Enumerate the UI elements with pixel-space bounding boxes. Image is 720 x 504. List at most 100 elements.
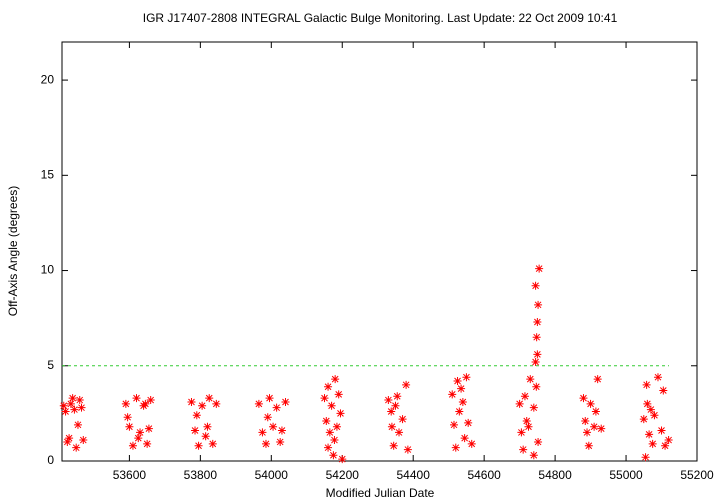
y-tick-label: 20 <box>41 72 55 86</box>
data-point <box>464 418 473 427</box>
data-point <box>531 357 540 366</box>
x-tick-label: 54400 <box>397 468 431 482</box>
data-point <box>332 422 341 431</box>
x-tick-label: 54800 <box>538 468 572 482</box>
data-point <box>457 384 466 393</box>
data-point <box>398 415 407 424</box>
data-point <box>261 439 270 448</box>
data-point <box>212 399 221 408</box>
data-point <box>449 420 458 429</box>
x-tick-label: 55200 <box>680 468 714 482</box>
y-tick-label: 5 <box>47 358 54 372</box>
data-point <box>653 373 662 382</box>
data-point <box>529 451 538 460</box>
data-point <box>648 439 657 448</box>
data-point <box>590 422 599 431</box>
data-point <box>324 382 333 391</box>
data-point <box>265 394 274 403</box>
data-point <box>529 403 538 412</box>
data-point <box>132 394 141 403</box>
data-point <box>579 394 588 403</box>
data-point <box>327 401 336 410</box>
data-point <box>201 432 210 441</box>
data-point <box>123 413 132 422</box>
data-point <box>187 397 196 406</box>
data-point <box>269 422 278 431</box>
y-axis-label: Off-Axis Angle (degrees) <box>6 186 20 317</box>
data-point <box>65 434 74 443</box>
data-point <box>659 386 668 395</box>
data-point <box>533 317 542 326</box>
y-tick-label: 0 <box>47 453 54 467</box>
data-point <box>59 401 68 410</box>
data-point <box>645 430 654 439</box>
data-point <box>641 453 650 462</box>
data-point <box>581 417 590 426</box>
plot-frame <box>61 41 698 462</box>
data-point <box>320 394 329 403</box>
data-point <box>584 441 593 450</box>
data-point <box>75 396 84 405</box>
data-point <box>583 428 592 437</box>
data-point <box>191 426 200 435</box>
data-point <box>338 455 347 464</box>
data-point <box>460 434 469 443</box>
data-point <box>586 399 595 408</box>
data-point <box>68 394 77 403</box>
data-point <box>650 411 659 420</box>
x-tick-label: 54600 <box>467 468 501 482</box>
data-point <box>517 428 526 437</box>
data-point <box>532 382 541 391</box>
chart-title: IGR J17407-2808 INTEGRAL Galactic Bulge … <box>143 11 618 25</box>
y-tick-label: 15 <box>41 167 55 181</box>
data-point <box>324 443 333 452</box>
x-tick-label: 54000 <box>255 468 289 482</box>
data-point <box>276 437 285 446</box>
data-point <box>331 375 340 384</box>
y-tick-label: 10 <box>41 263 55 277</box>
data-point <box>329 451 338 460</box>
data-point <box>534 437 543 446</box>
data-point <box>389 441 398 450</box>
data-point <box>128 441 137 450</box>
data-point <box>272 403 281 412</box>
data-point <box>254 399 263 408</box>
data-point <box>72 443 81 452</box>
x-tick-label: 55000 <box>609 468 643 482</box>
data-point <box>281 397 290 406</box>
data-point <box>70 405 79 414</box>
data-point <box>146 396 155 405</box>
data-point <box>77 403 86 412</box>
data-point <box>657 426 666 435</box>
data-point <box>203 422 212 431</box>
data-point <box>121 399 130 408</box>
data-point <box>125 422 134 431</box>
data-point <box>208 439 217 448</box>
data-point <box>387 422 396 431</box>
data-point <box>192 411 201 420</box>
data-point <box>593 375 602 384</box>
data-point <box>451 443 460 452</box>
data-point <box>141 399 150 408</box>
data-point <box>453 377 462 386</box>
data-point <box>384 396 393 405</box>
data-point <box>533 350 542 359</box>
data-point <box>520 392 529 401</box>
data-point <box>403 445 412 454</box>
data-point <box>646 405 655 414</box>
data-point <box>524 422 533 431</box>
data-point <box>522 417 531 426</box>
data-point <box>531 281 540 290</box>
data-point <box>535 264 544 273</box>
data-point <box>591 407 600 416</box>
data-point <box>258 428 267 437</box>
data-point <box>334 390 343 399</box>
data-point <box>639 415 648 424</box>
x-tick-label: 53800 <box>184 468 218 482</box>
data-point <box>515 399 524 408</box>
data-point <box>391 401 400 410</box>
data-point <box>661 441 670 450</box>
data-point <box>526 375 535 384</box>
data-point <box>395 428 404 437</box>
